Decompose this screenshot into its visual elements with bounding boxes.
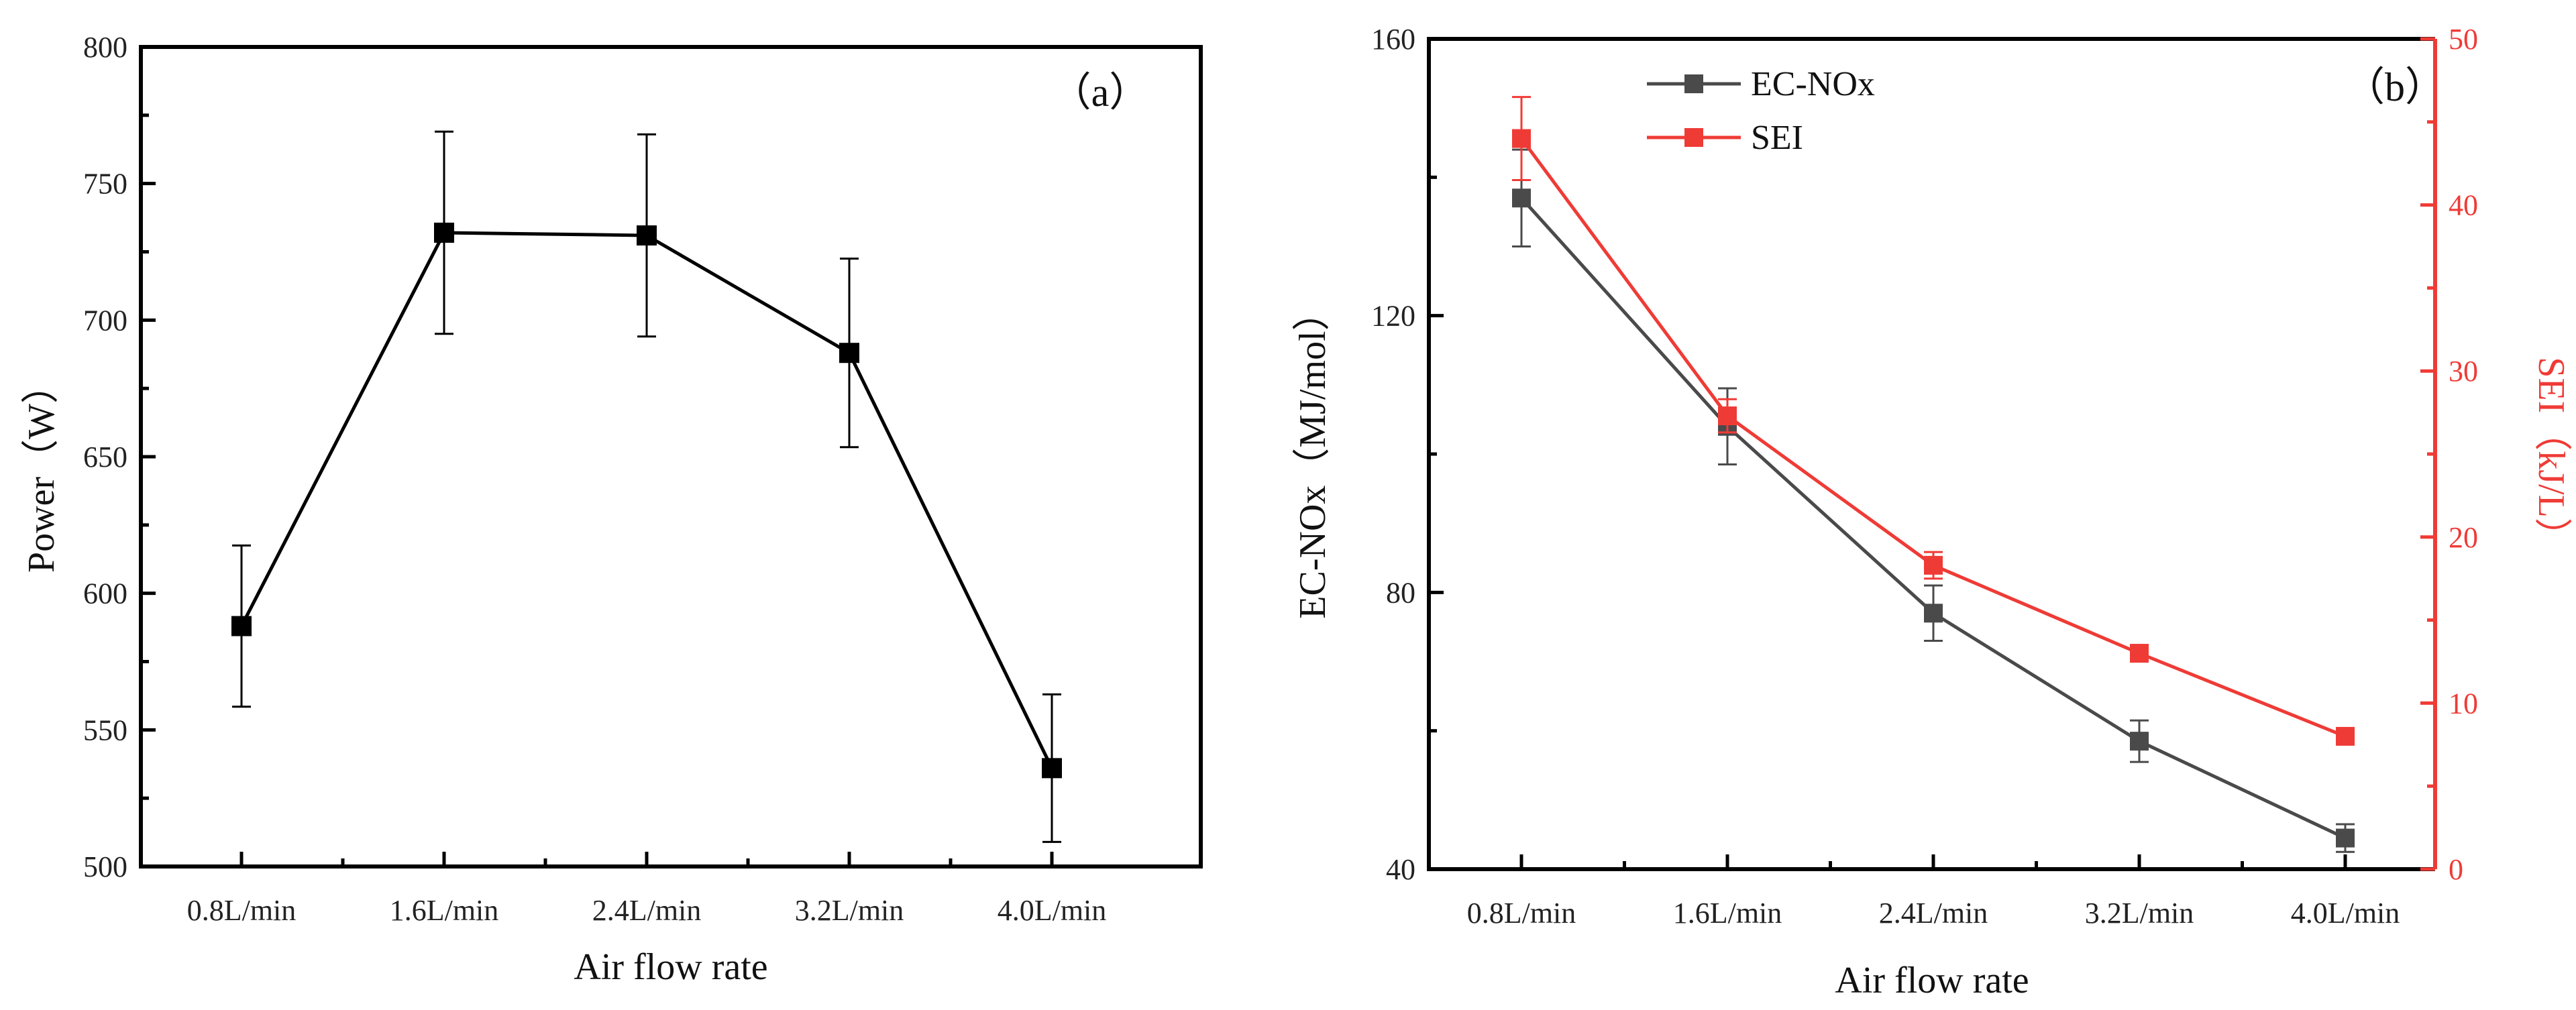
y-tick-label: 800 [83, 31, 127, 64]
data-point [1512, 129, 1531, 148]
x-tick-label: 0.8L/min [187, 894, 297, 927]
data-point [1924, 555, 1943, 575]
panel-a-x-axis-title: Air flow rate [574, 946, 767, 988]
panel-b-right-y-axis-title: SEI（kJ/L） [2530, 357, 2572, 555]
panel-b-right-y-tick-labels: 0 10 20 30 40 50 [2449, 23, 2478, 886]
series-line-sei [1519, 137, 2346, 738]
right-y-tick-label: 10 [2449, 687, 2478, 720]
right-y-tick-label: 40 [2449, 189, 2478, 222]
data-point [2130, 732, 2149, 751]
data-point [2336, 828, 2355, 848]
panel-b-x-tick-labels: 0.8L/min 1.6L/min 2.4L/min 3.2L/min 4.0L/min [1467, 897, 2400, 930]
data-point [839, 343, 859, 363]
y-tick-label: 700 [83, 304, 127, 337]
x-tick-label: 4.0L/min [998, 894, 1107, 927]
y-tick-label: 650 [83, 441, 127, 473]
y-tick-label: 550 [83, 714, 127, 746]
panel-b-y-axis-title: EC-NOx（MJ/mol） [1292, 293, 1334, 618]
x-tick-label: 0.8L/min [1467, 897, 1576, 930]
right-y-tick-label: 20 [2449, 521, 2478, 554]
right-y-tick-label: 0 [2449, 853, 2463, 886]
y-tick-label: 120 [1371, 300, 1415, 333]
data-point [1512, 188, 1531, 208]
x-tick-label: 1.6L/min [1673, 897, 1782, 930]
y-tick-label: 600 [83, 577, 127, 610]
data-point [637, 225, 657, 246]
panel-a-axis-ticks [141, 45, 1054, 868]
panel-b-y-tick-labels: 40 80 120 160 [1371, 23, 1415, 886]
x-tick-label: 2.4L/min [1879, 897, 1988, 930]
data-point [434, 222, 454, 243]
x-tick-label: 1.6L/min [390, 894, 499, 927]
x-tick-label: 4.0L/min [2291, 897, 2400, 930]
chart-panel-a: 500 550 600 650 700 750 800 0.8L/min 1.6L/min 2.… [21, 31, 1203, 988]
y-tick-label: 80 [1386, 576, 1415, 609]
panel-a-x-tick-labels: 0.8L/min 1.6L/min 2.4L/min 3.2L/min 4.0L/min [187, 894, 1107, 927]
legend-label-sei: SEI [1751, 119, 1803, 157]
legend-marker-ecnox [1684, 74, 1703, 93]
panel-a-y-axis-title: Power（W） [21, 366, 62, 573]
right-y-tick-label: 30 [2449, 355, 2478, 388]
panel-a-label: （a） [1051, 70, 1150, 115]
y-tick-label: 500 [83, 850, 127, 883]
data-point [1718, 406, 1737, 426]
panel-b-series [1512, 96, 2355, 853]
panel-a-y-tick-labels: 500 550 600 650 700 750 800 [83, 31, 127, 883]
y-tick-label: 40 [1386, 853, 1415, 886]
legend: EC-NOx SEI [1647, 65, 1875, 157]
legend-marker-sei [1684, 128, 1703, 147]
panel-a-frame [139, 45, 1203, 868]
data-point [1924, 604, 1943, 623]
panel-b-axis-ticks [1429, 37, 2435, 871]
x-tick-label: 2.4L/min [592, 894, 702, 927]
data-point [2130, 644, 2149, 663]
panel-b-label: （b） [2345, 65, 2445, 109]
data-point [2336, 726, 2355, 746]
series-line-ec-nox [1520, 197, 2347, 840]
x-tick-label: 3.2L/min [2085, 897, 2194, 930]
legend-label-ecnox: EC-NOx [1751, 65, 1875, 103]
panel-a-series [231, 130, 1062, 843]
data-point [1042, 758, 1062, 779]
data-point [231, 616, 252, 636]
right-y-tick-label: 50 [2449, 23, 2478, 56]
panel-b-x-axis-title: Air flow rate [1835, 960, 2029, 1001]
chart-panel-b: 40 80 120 160 0 10 20 30 40 50 0.8L/min 1.6L/min 2… [1292, 23, 2572, 1001]
y-tick-label: 750 [83, 168, 127, 201]
y-tick-label: 160 [1371, 23, 1415, 56]
x-tick-label: 3.2L/min [795, 894, 904, 927]
